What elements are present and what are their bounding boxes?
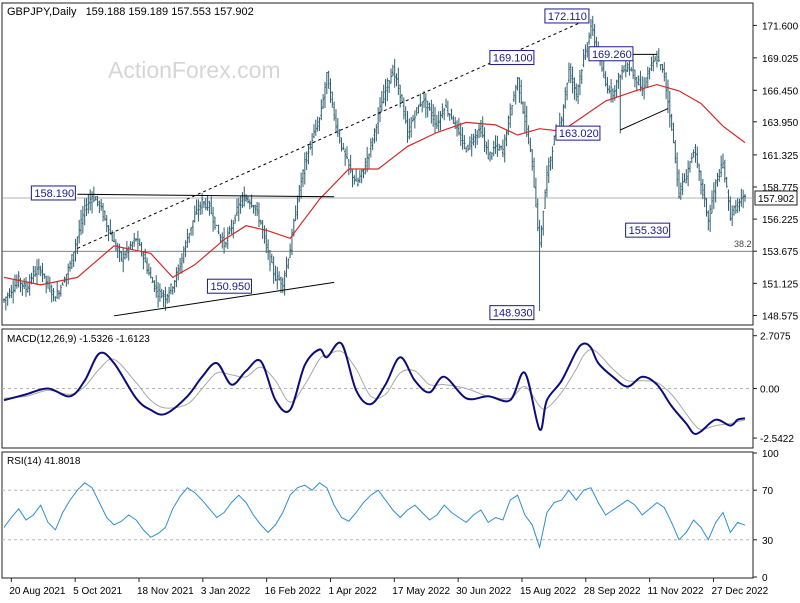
price-y-tick-label: 171.600 — [762, 21, 799, 32]
macd-y-tick-label: -2.5422 — [760, 434, 794, 445]
last-price-badge — [754, 190, 798, 206]
macd-layer — [2, 341, 753, 435]
macd-y-tick-label: 0.00 — [760, 385, 780, 396]
x-tick-label: 20 Aug 2021 — [9, 586, 66, 597]
watermark: ActionForex.com — [108, 57, 281, 83]
price-label: 169.100 — [493, 53, 533, 65]
price-y-tick-label: 161.325 — [762, 151, 799, 162]
price-label-box — [544, 8, 590, 24]
price-label-box — [489, 305, 535, 321]
x-tick-label: 16 Feb 2022 — [265, 586, 322, 597]
macd-signal-line — [3, 348, 746, 430]
price-y-tick-label: 158.775 — [762, 183, 799, 194]
price-label: 158.190 — [34, 188, 74, 200]
rsi-title: RSI(14) 41.8018 — [7, 456, 81, 467]
last-price-label: 157.902 — [758, 194, 795, 205]
trendline — [77, 193, 335, 198]
price-label: 163.020 — [559, 128, 599, 140]
price-label: 155.330 — [629, 225, 669, 237]
axis-layer: 171.600 169.025 166.450 163.950 161.325 158.7… — [9, 21, 798, 597]
price-y-tick-label: 163.950 — [762, 118, 799, 129]
price-y-tick-label: 151.125 — [762, 279, 799, 290]
trendline — [620, 108, 669, 131]
price-y-tick-label: 169.025 — [762, 54, 799, 65]
x-tick-label: 28 Sep 2022 — [584, 586, 641, 597]
x-tick-label: 5 Oct 2021 — [73, 586, 122, 597]
rsi-y-tick-label: 0 — [762, 573, 768, 584]
x-tick-label: 30 Jun 2022 — [456, 586, 511, 597]
rsi-layer — [2, 482, 753, 550]
price-label-box — [206, 278, 252, 294]
rsi-y-tick-label: 30 — [762, 536, 774, 547]
x-tick-label: 17 May 2022 — [392, 586, 450, 597]
price-y-tick-label: 166.450 — [762, 86, 799, 97]
price-label-box — [30, 185, 76, 201]
price-layer: 38.2 158.190 150.950 172.110 169.100 169.260 1… — [2, 8, 753, 321]
rsi-y-tick-label: 100 — [762, 449, 779, 460]
price-label: 172.110 — [548, 11, 587, 23]
x-tick-label: 3 Jan 2022 — [201, 586, 251, 597]
price-label-box — [555, 125, 601, 141]
price-y-tick-label: 153.675 — [762, 247, 799, 258]
price-y-tick-label: 148.575 — [762, 311, 799, 322]
x-tick-label: 11 Nov 2022 — [648, 586, 704, 597]
price-label-box — [625, 222, 671, 238]
trendline — [113, 281, 335, 317]
moving-average-line — [3, 83, 746, 286]
chart-title: GBPJPY,Daily 159.188 159.189 157.553 157… — [7, 6, 254, 18]
x-tick-label: 27 Dec 2022 — [711, 586, 768, 597]
fib-level-label: 38.2 — [734, 239, 752, 249]
symbol-label: GBPJPY,Daily — [7, 6, 77, 18]
rsi-panel-frame — [1, 451, 754, 579]
price-label-box — [588, 46, 634, 62]
macd-line — [3, 341, 746, 435]
x-tick-label: 1 Apr 2022 — [328, 586, 377, 597]
price-label-box — [489, 50, 535, 66]
price-label: 148.930 — [493, 308, 533, 320]
x-tick-label: 15 Aug 2022 — [520, 586, 577, 597]
macd-y-tick-label: 2.7075 — [760, 332, 791, 343]
ohlc-readout: 159.188 159.189 157.553 157.902 — [86, 6, 254, 18]
rsi-line — [3, 482, 746, 550]
price-label: 169.260 — [592, 49, 632, 61]
macd-title: MACD(12,26,9) -1.5326 -1.6123 — [7, 334, 150, 345]
rsi-y-tick-label: 70 — [762, 486, 774, 497]
price-y-tick-label: 156.225 — [762, 215, 799, 226]
x-tick-label: 18 Nov 2021 — [137, 586, 194, 597]
price-panel-frame — [1, 2, 754, 326]
price-label: 150.950 — [210, 281, 250, 293]
